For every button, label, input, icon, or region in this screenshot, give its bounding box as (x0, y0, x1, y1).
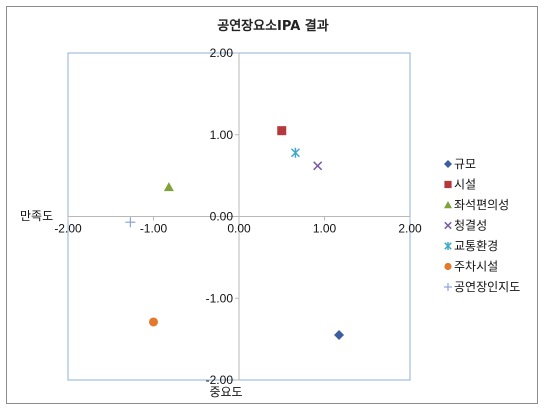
x-tick-label: -1.00 (140, 222, 168, 236)
legend-label: 시설 (454, 178, 476, 192)
legend-label: 좌석편의성 (454, 198, 509, 212)
data-point-circle (149, 317, 158, 327)
y-tick-label: -2.00 (206, 373, 234, 387)
data-point-x (313, 161, 323, 171)
legend-marker-x (444, 221, 452, 230)
legend-label: 공연장인지도 (454, 280, 520, 294)
legend-marker-star (444, 242, 452, 250)
legend-label: 청결성 (454, 219, 487, 233)
y-tick-label: -1.00 (206, 291, 234, 305)
x-tick-label: 1.00 (313, 222, 337, 236)
x-axis-label: 중요도 (209, 385, 242, 399)
legend-marker-triangle (444, 201, 452, 209)
y-axis-label: 만족도 (20, 209, 53, 223)
x-tick-label: 2.00 (398, 222, 422, 236)
data-point-star (290, 147, 300, 158)
legend-marker-square (444, 180, 452, 189)
data-point-plus (125, 217, 136, 228)
x-tick-label: 0.00 (227, 222, 251, 236)
data-point-square (277, 126, 287, 136)
y-tick-label: 1.00 (210, 128, 234, 142)
legend-marker-circle (444, 262, 452, 271)
y-tick-label: 0.00 (210, 210, 234, 224)
x-tick-label: -2.00 (54, 222, 82, 236)
legend-label: 규모 (454, 157, 476, 171)
legend-marker-diamond (444, 160, 452, 168)
chart-title: 공연장요소IPA 결과 (217, 18, 329, 34)
legend-marker-plus (444, 283, 452, 291)
legend-label: 주차시설 (454, 260, 498, 274)
data-point-diamond (334, 330, 345, 341)
data-point-triangle (163, 182, 174, 192)
y-tick-label: 2.00 (210, 46, 234, 60)
legend-label: 교통환경 (454, 239, 498, 253)
